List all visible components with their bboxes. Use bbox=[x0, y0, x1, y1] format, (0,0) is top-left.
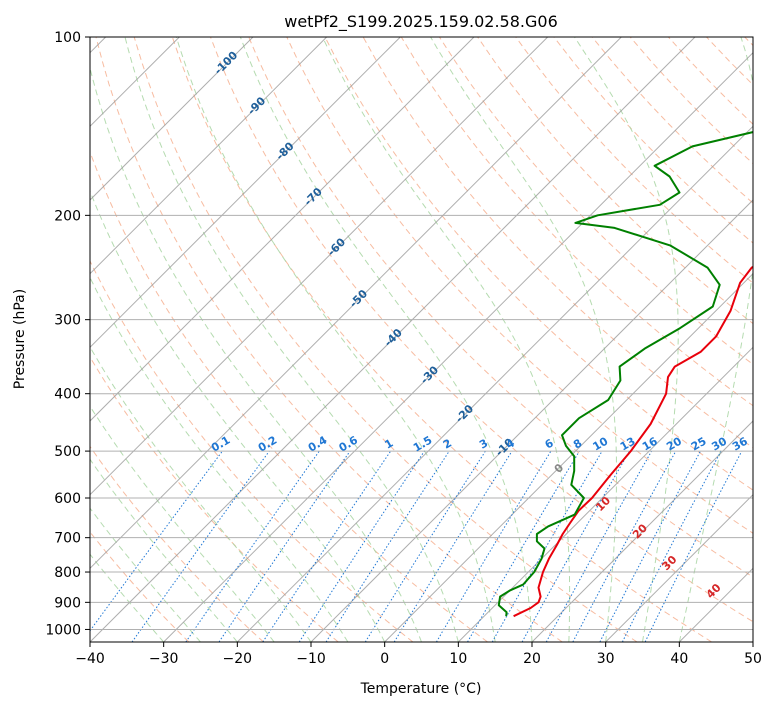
moist-adiabat-line bbox=[90, 405, 275, 642]
y-tick-label: 200 bbox=[54, 208, 81, 224]
mixing-ratio-line bbox=[325, 450, 450, 642]
mixing-ratio-line bbox=[644, 450, 743, 642]
mixing-ratio-line bbox=[435, 450, 552, 642]
dry-adiabat-line bbox=[324, 37, 753, 491]
mixing-ratio-line bbox=[599, 450, 701, 642]
moist-adiabat-line bbox=[175, 37, 496, 642]
y-tick-label: 400 bbox=[54, 387, 81, 403]
x-tick-label: 50 bbox=[744, 651, 762, 667]
mixing-ratio-line bbox=[393, 450, 513, 642]
temperature-profile-line bbox=[513, 265, 753, 618]
y-axis-label: Pressure (hPa) bbox=[12, 289, 28, 389]
y-tick-label: 100 bbox=[54, 30, 81, 46]
y-tick-label: 600 bbox=[54, 491, 81, 507]
dry-adiabat-line bbox=[95, 37, 563, 642]
moist-adiabat-line bbox=[90, 458, 238, 642]
isotherm-line bbox=[384, 272, 753, 642]
dry-adiabat-line bbox=[210, 37, 753, 623]
y-tick-label: 800 bbox=[54, 565, 81, 581]
y-tick-label: 500 bbox=[54, 444, 81, 460]
dry-adiabat-line bbox=[286, 37, 753, 534]
plot-area bbox=[90, 37, 753, 642]
mixing-ratio-line bbox=[521, 450, 630, 642]
mixing-ratio-line bbox=[364, 450, 486, 642]
isotherm-line bbox=[90, 37, 475, 422]
dry-adiabat-line bbox=[171, 37, 712, 642]
x-tick-label: −10 bbox=[296, 651, 326, 667]
mixing-ratio-line bbox=[185, 450, 320, 642]
moist-adiabat-line bbox=[239, 37, 533, 642]
isotherm-line bbox=[605, 493, 753, 642]
moist-adiabat-line bbox=[678, 37, 753, 642]
isotherm-line bbox=[90, 37, 696, 642]
isotherm-line bbox=[90, 37, 401, 349]
dewpoint-profile-line bbox=[497, 131, 753, 617]
data-series bbox=[497, 131, 753, 618]
isotherm-line bbox=[310, 199, 753, 642]
isotherm-line bbox=[90, 37, 254, 201]
isotherm-line bbox=[90, 37, 328, 275]
dry-adiabat-line bbox=[248, 37, 753, 578]
mixing-ratio-line bbox=[298, 450, 425, 642]
mixing-ratio-line bbox=[262, 450, 392, 642]
plot-frame bbox=[89, 36, 754, 643]
mixing-ratio-line bbox=[545, 450, 653, 642]
moist-adiabat-line bbox=[322, 37, 571, 642]
y-tick-label: 900 bbox=[54, 595, 81, 611]
moist-adiabat-line bbox=[90, 507, 201, 642]
isotherm-line bbox=[531, 420, 753, 642]
x-tick-label: −20 bbox=[223, 651, 253, 667]
mixing-ratio-line bbox=[131, 450, 270, 642]
isotherm-line bbox=[163, 51, 753, 642]
x-tick-label: −30 bbox=[149, 651, 179, 667]
x-tick-label: 10 bbox=[449, 651, 467, 667]
dry-adiabat-line bbox=[515, 37, 753, 284]
moist-adiabat-line bbox=[124, 37, 459, 642]
moist-adiabat-line bbox=[430, 37, 617, 642]
dry-adiabat-line bbox=[90, 445, 264, 642]
mixing-ratio-line bbox=[218, 450, 351, 642]
x-axis-label: Temperature (°C) bbox=[360, 681, 482, 697]
isotherm-line bbox=[90, 37, 622, 570]
x-tick-label: 0 bbox=[380, 651, 389, 667]
y-axis: 100 200 300 400 500 600 700 800 900 1000 bbox=[45, 30, 90, 638]
moist-adiabat-line bbox=[90, 553, 165, 642]
x-tick-label: 40 bbox=[670, 651, 688, 667]
y-tick-label: 1000 bbox=[45, 622, 81, 638]
x-axis: −40 −30 −20 −10 0 10 20 30 40 50 bbox=[75, 642, 762, 667]
isotherm-line bbox=[236, 125, 753, 642]
isotherm-line bbox=[90, 37, 549, 496]
chart-title: wetPf2_S199.2025.159.02.58.G06 bbox=[284, 12, 558, 32]
y-tick-label: 300 bbox=[54, 313, 81, 329]
y-tick-label: 700 bbox=[54, 531, 81, 547]
moist-adiabat-line bbox=[90, 276, 349, 642]
mixing-ratio-line bbox=[90, 450, 223, 632]
dry-adiabat-line bbox=[133, 37, 638, 642]
mixing-ratio-line bbox=[572, 450, 677, 642]
moist-adiabat-line bbox=[574, 37, 679, 642]
x-tick-label: 20 bbox=[523, 651, 541, 667]
x-tick-label: −40 bbox=[75, 651, 105, 667]
background-lines bbox=[90, 37, 753, 642]
x-tick-label: 30 bbox=[597, 651, 615, 667]
moist-adiabat-line bbox=[90, 65, 422, 642]
moist-adiabat-line bbox=[90, 189, 386, 642]
dry-adiabat-line bbox=[90, 259, 414, 642]
mixing-ratio-line bbox=[621, 450, 722, 642]
